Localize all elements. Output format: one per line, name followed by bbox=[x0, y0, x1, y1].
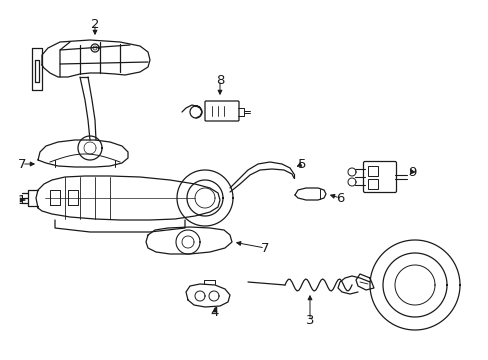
Text: 7: 7 bbox=[260, 242, 269, 255]
Text: 6: 6 bbox=[335, 192, 344, 204]
Bar bbox=[367, 179, 377, 189]
Text: 3: 3 bbox=[305, 314, 314, 327]
Text: 1: 1 bbox=[18, 194, 26, 207]
Text: 9: 9 bbox=[407, 166, 415, 179]
Text: 8: 8 bbox=[215, 73, 224, 86]
Text: 5: 5 bbox=[297, 158, 305, 171]
Text: 7: 7 bbox=[18, 158, 26, 171]
Bar bbox=[367, 166, 377, 176]
Text: 2: 2 bbox=[91, 18, 99, 31]
Text: 4: 4 bbox=[210, 306, 219, 319]
